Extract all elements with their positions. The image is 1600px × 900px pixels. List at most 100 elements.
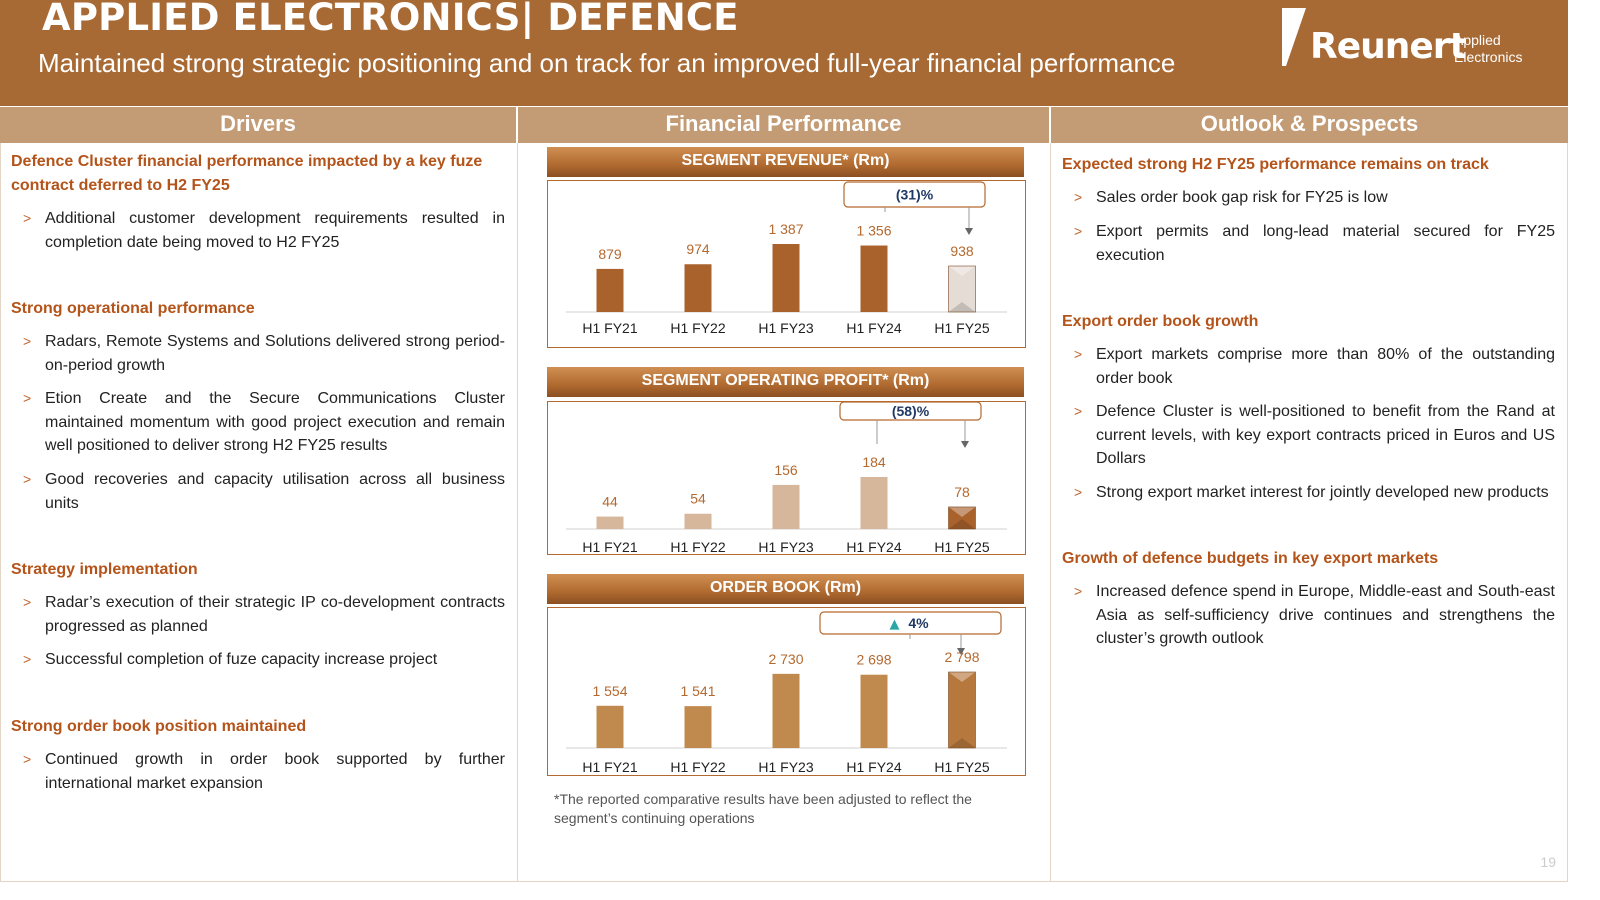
bar-value-label: 44: [602, 494, 618, 510]
bullet-chevron-icon: >: [23, 471, 32, 487]
bar-value-label: 879: [598, 246, 622, 262]
outlook-section-title: Export order book growth: [1062, 313, 1259, 330]
category-label: H1 FY21: [582, 320, 637, 336]
bar-value-label: 2 730: [768, 651, 803, 667]
bar-value-label: 938: [950, 243, 974, 259]
bullet-text: Defence Cluster is well-positioned to be…: [1096, 403, 1555, 467]
drivers-section-title: Strong operational performance: [11, 300, 255, 317]
bar-value-label: 78: [954, 484, 970, 500]
bar: [684, 706, 712, 748]
category-label: H1 FY24: [846, 320, 901, 336]
bullet-text: Export permits and long-lead material se…: [1096, 223, 1555, 264]
profit-chart-title: SEGMENT OPERATING PROFIT* (Rm): [547, 367, 1024, 397]
bar-value-label: 1 356: [856, 223, 891, 239]
bar: [596, 516, 624, 529]
bullet-chevron-icon: >: [23, 333, 32, 349]
bar-value-label: 1 387: [768, 221, 803, 237]
header-banner: APPLIED ELECTRONICS| DEFENCE Maintained …: [0, 0, 1568, 106]
bar-outline: [948, 671, 976, 749]
bar-value-label: 156: [774, 462, 798, 478]
drivers-bullet: > Etion Create and the Secure Communicati…: [23, 387, 505, 458]
profit-chart: 44 H1 FY21 54 H1 FY22 156 H1 FY23 184 H1 FY24 78…: [547, 401, 1026, 555]
outlook-bullet: > Export permits and long-lead material s…: [1074, 220, 1555, 267]
category-label: H1 FY25: [934, 320, 989, 336]
drivers-section-title: Defence Cluster financial performance im…: [11, 153, 483, 194]
down-arrow-icon: [957, 648, 965, 655]
logo-sub-line2: Electronics: [1454, 49, 1523, 65]
bullet-text: Radars, Remote Systems and Solutions del…: [45, 333, 505, 374]
outlook-bullet: > Defence Cluster is well-positioned to b…: [1074, 400, 1555, 471]
bullet-chevron-icon: >: [23, 594, 32, 610]
drivers-bullet: > Additional customer development require…: [23, 207, 505, 254]
bullet-chevron-icon: >: [1074, 403, 1083, 419]
bar-value-label: 2 698: [856, 652, 891, 668]
bullet-chevron-icon: >: [1074, 484, 1083, 500]
revenue-chart-svg: 879 H1 FY21 974 H1 FY22 1 387 H1 FY23 1 356 H1 …: [566, 181, 1007, 336]
change-label: 4%: [908, 615, 929, 631]
bar: [860, 477, 888, 529]
page-subtitle: Maintained strong strategic positioning …: [38, 48, 1176, 78]
logo-subtitle: Applied Electronics: [1454, 32, 1522, 66]
page-title: APPLIED ELECTRONICS| DEFENCE: [42, 0, 739, 39]
drivers-section-title: Strategy implementation: [11, 561, 198, 578]
bullet-chevron-icon: >: [23, 651, 32, 667]
bullet-chevron-icon: >: [23, 210, 32, 226]
bullet-chevron-icon: >: [1074, 189, 1083, 205]
category-label: H1 FY22: [670, 539, 725, 554]
outlook-bullet: > Export markets comprise more than 80% o…: [1074, 343, 1555, 390]
drivers-header-label: Drivers: [220, 111, 296, 136]
bar-outline: [948, 265, 976, 313]
profit-chart-svg: 44 H1 FY21 54 H1 FY22 156 H1 FY23 184 H1 FY24 78…: [566, 402, 1007, 554]
outlook-section-title: Expected strong H2 FY25 performance rema…: [1062, 156, 1489, 173]
bar-value-label: 2 798: [944, 649, 979, 665]
bar-bevel: [948, 266, 976, 277]
bullet-text: Additional customer development requirem…: [45, 210, 505, 251]
logo-sub-line1: Applied: [1454, 32, 1501, 48]
category-label: H1 FY25: [934, 539, 989, 554]
drivers-bullet: > Continued growth in order book supporte…: [23, 748, 505, 795]
bar-bevel: [948, 506, 976, 517]
bar: [772, 484, 800, 529]
outlook-bullet: > Sales order book gap risk for FY25 is l…: [1074, 186, 1555, 210]
bar: [596, 705, 624, 748]
drivers-bullet: > Successful completion of fuze capacity …: [23, 648, 505, 672]
category-label: H1 FY22: [670, 759, 725, 775]
bullet-chevron-icon: >: [1074, 583, 1083, 599]
bar: [684, 513, 712, 529]
change-box: [843, 181, 986, 208]
bar-highlight: [948, 266, 976, 312]
bullet-chevron-icon: >: [23, 390, 32, 406]
orderbook-chart-svg: 1 554 H1 FY21 1 541 H1 FY22 2 730 H1 FY23 2 69…: [566, 611, 1007, 775]
bar-value-label: 1 541: [680, 683, 715, 699]
outlook-header-label: Outlook & Prospects: [1200, 111, 1419, 136]
bar-value-label: 54: [690, 491, 706, 507]
category-label: H1 FY21: [582, 759, 637, 775]
bullet-text: Strong export market interest for jointl…: [1096, 484, 1549, 501]
revenue-chart-title: SEGMENT REVENUE* (Rm): [547, 147, 1024, 177]
up-arrow-icon: ▲: [890, 617, 900, 632]
footnote: *The reported comparative results have b…: [554, 791, 972, 826]
bar: [860, 674, 888, 748]
logo-slash-icon: [1282, 8, 1306, 66]
drivers-bullet: > Radars, Remote Systems and Solutions de…: [23, 330, 505, 377]
bullet-text: Increased defence spend in Europe, Middl…: [1096, 583, 1555, 647]
reunert-logo: Reunert Applied Electronics: [1282, 8, 1552, 72]
outlook-bullet: > Strong export market interest for joint…: [1074, 481, 1555, 505]
change-box: [839, 402, 982, 421]
category-label: H1 FY25: [934, 759, 989, 775]
change-label: (31)%: [896, 187, 934, 203]
category-label: H1 FY23: [758, 320, 813, 336]
bullet-chevron-icon: >: [1074, 346, 1083, 362]
outlook-header: Outlook & Prospects: [1051, 107, 1568, 143]
bar: [772, 244, 800, 312]
bar-outline: [948, 506, 976, 530]
logo-name: Reunert: [1310, 26, 1467, 67]
bullet-text: Etion Create and the Secure Communicatio…: [45, 390, 505, 454]
bullet-text: Good recoveries and capacity utilisation…: [45, 471, 505, 512]
drivers-section-title: Strong order book position maintained: [11, 718, 307, 735]
orderbook-chart-title: ORDER BOOK (Rm): [547, 574, 1024, 604]
bullet-chevron-icon: >: [1074, 223, 1083, 239]
financial-header-label: Financial Performance: [665, 111, 902, 136]
bullet-chevron-icon: >: [23, 751, 32, 767]
drivers-header: Drivers: [0, 107, 516, 143]
